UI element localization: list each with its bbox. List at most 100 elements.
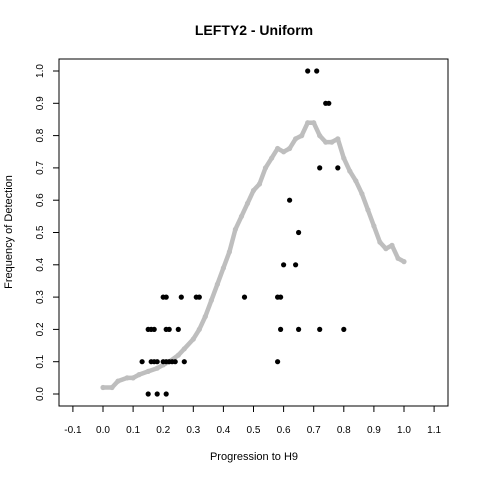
curve-point bbox=[269, 155, 275, 161]
curve-point bbox=[305, 120, 311, 126]
y-axis: 0.0 0.1 0.2 0.3 0.4 0.5 0.6 0.7 0.8 0.9 1.0 bbox=[35, 64, 59, 401]
curve-point bbox=[347, 168, 353, 174]
x-tick-label: 1.0 bbox=[397, 425, 411, 436]
x-tick-label: 0.1 bbox=[126, 425, 140, 436]
x-tick-label: 0.5 bbox=[247, 425, 261, 436]
data-point bbox=[326, 100, 332, 106]
smoothed-curve bbox=[100, 120, 407, 390]
data-point bbox=[175, 326, 181, 332]
data-point bbox=[151, 326, 157, 332]
curve-point bbox=[250, 187, 257, 194]
data-point bbox=[305, 68, 311, 74]
y-tick-label: 0.1 bbox=[35, 354, 46, 368]
x-tick-label: 0.0 bbox=[96, 425, 110, 436]
curve-point bbox=[353, 178, 359, 184]
data-point bbox=[178, 294, 184, 300]
curve-point bbox=[196, 326, 202, 332]
data-point bbox=[275, 359, 281, 365]
data-point bbox=[166, 326, 172, 332]
curve-point bbox=[124, 375, 130, 381]
data-point bbox=[278, 294, 284, 300]
curve-point bbox=[317, 133, 323, 139]
curve-point bbox=[115, 378, 121, 384]
curve-point bbox=[100, 384, 106, 391]
x-tick-label: 0.7 bbox=[307, 425, 321, 436]
data-point bbox=[181, 359, 187, 365]
data-point bbox=[287, 197, 293, 203]
curve-point bbox=[359, 191, 365, 197]
data-point bbox=[293, 262, 299, 268]
curve-point bbox=[130, 375, 136, 381]
data-point bbox=[296, 229, 302, 236]
y-tick-label: 0.3 bbox=[35, 290, 46, 304]
y-tick-label: 0.4 bbox=[35, 257, 46, 271]
curve-point bbox=[190, 336, 196, 342]
y-tick-label: 0.7 bbox=[35, 161, 46, 175]
x-tick-label: 0.4 bbox=[216, 425, 230, 436]
y-tick-label: 0.0 bbox=[35, 387, 46, 401]
curve-point bbox=[371, 223, 377, 229]
data-point bbox=[145, 391, 151, 397]
curve-point bbox=[287, 145, 293, 152]
curve-point bbox=[262, 165, 269, 171]
curve-point bbox=[136, 372, 142, 378]
curve-point bbox=[208, 297, 214, 303]
chart-title: LEFTY2 - Uniform bbox=[195, 22, 313, 38]
data-point bbox=[139, 359, 145, 365]
data-point bbox=[154, 359, 160, 365]
y-tick-label: 0.2 bbox=[35, 322, 46, 336]
data-point bbox=[278, 326, 284, 332]
data-point bbox=[163, 391, 169, 397]
curve-point bbox=[275, 145, 281, 152]
data-point bbox=[341, 326, 347, 332]
x-tick-label: 0.8 bbox=[337, 425, 351, 436]
y-axis-label: Frequency of Detection bbox=[3, 175, 15, 289]
x-tick-label: 1.1 bbox=[427, 425, 441, 436]
curve-point bbox=[256, 181, 263, 187]
curve-point bbox=[175, 352, 181, 358]
curve-point bbox=[329, 139, 335, 145]
curve-point bbox=[181, 346, 187, 352]
curve-point bbox=[214, 281, 220, 287]
data-point bbox=[172, 359, 178, 365]
x-tick-label: -0.1 bbox=[64, 425, 82, 436]
x-tick-label: 0.2 bbox=[156, 425, 170, 436]
x-axis: -0.1 0.0 0.1 0.2 0.3 0.4 0.5 0.6 0.7 0.8 0.9 1.0 1.1 bbox=[64, 406, 441, 436]
curve-point bbox=[377, 239, 383, 245]
data-point bbox=[196, 294, 202, 300]
curve-point bbox=[226, 249, 232, 255]
data-point bbox=[314, 68, 320, 74]
curve-point bbox=[232, 226, 238, 232]
x-tick-label: 0.6 bbox=[277, 425, 291, 436]
trend-curve-layer bbox=[100, 120, 407, 391]
curve-point bbox=[220, 265, 226, 271]
data-point bbox=[281, 262, 287, 268]
curve-point bbox=[202, 313, 208, 320]
curve-point bbox=[383, 246, 389, 252]
data-point bbox=[335, 165, 341, 171]
x-tick-label: 0.9 bbox=[367, 425, 381, 436]
curve-point bbox=[109, 384, 115, 391]
data-point bbox=[163, 294, 169, 300]
data-point bbox=[154, 391, 160, 397]
curve-point bbox=[311, 120, 317, 126]
curve-point bbox=[281, 149, 287, 155]
curve-point bbox=[244, 200, 251, 206]
curve-point bbox=[365, 207, 371, 213]
y-tick-label: 0.5 bbox=[35, 225, 46, 239]
curve-point bbox=[145, 368, 151, 374]
y-tick-label: 0.9 bbox=[35, 96, 46, 110]
data-point bbox=[241, 294, 248, 300]
y-tick-label: 0.8 bbox=[35, 128, 46, 142]
curve-point bbox=[395, 255, 401, 261]
curve-point bbox=[238, 213, 245, 219]
curve-point bbox=[389, 242, 395, 248]
y-tick-label: 0.6 bbox=[35, 193, 46, 207]
x-axis-label: Progression to H9 bbox=[210, 451, 298, 463]
curve-point bbox=[341, 155, 347, 161]
curve-point bbox=[154, 365, 160, 371]
data-point bbox=[296, 326, 302, 332]
plot-frame bbox=[58, 58, 449, 407]
data-point bbox=[317, 326, 323, 332]
